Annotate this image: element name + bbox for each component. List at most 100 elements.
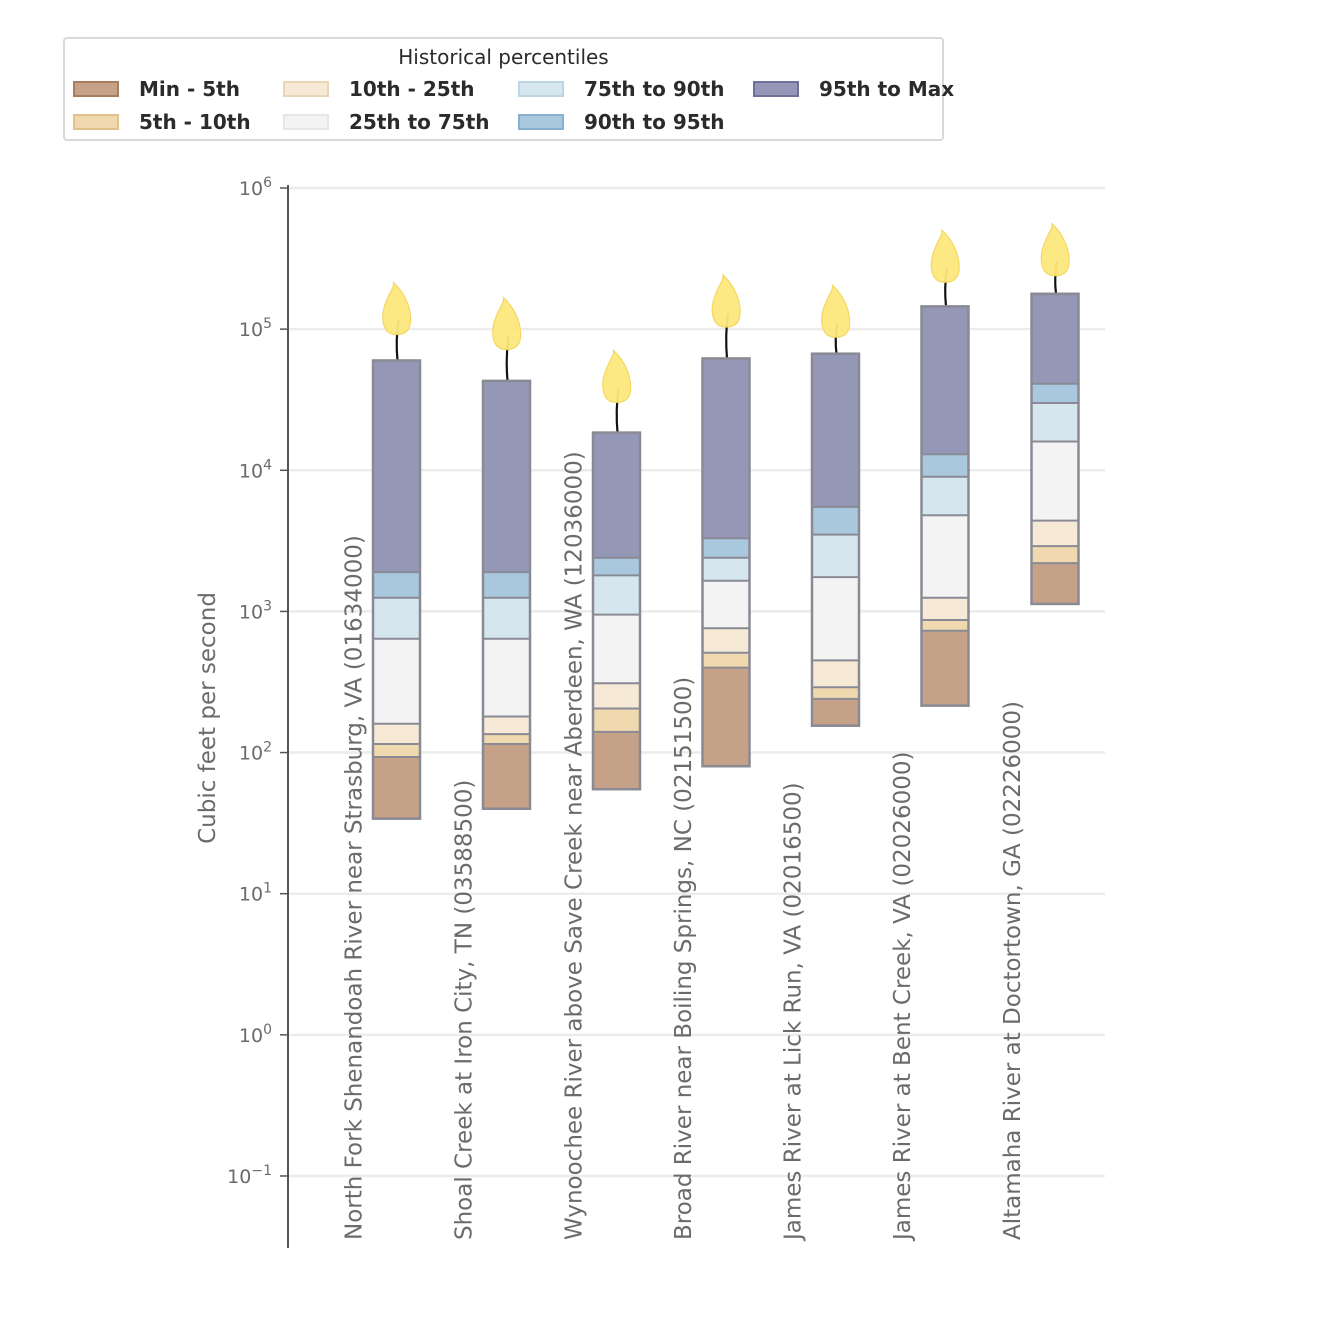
candle-band xyxy=(1031,383,1079,403)
site-label: Wynoochee River above Save Creek near Ab… xyxy=(562,451,588,1240)
site-label: James River at Lick Run, VA (02016500) xyxy=(781,782,807,1242)
site-label: Broad River near Boiling Springs, NC (02… xyxy=(671,677,697,1240)
y-tick-label: 10−1 xyxy=(227,1163,272,1188)
candle-band xyxy=(1031,520,1079,547)
legend-item-min-5th: Min - 5th xyxy=(73,75,240,103)
candle-band xyxy=(1031,293,1079,384)
candle-outline xyxy=(371,359,422,820)
candle-outline xyxy=(481,379,532,810)
candle: James River at Lick Run, VA (02016500) xyxy=(781,283,861,1242)
legend-label: 5th - 10th xyxy=(139,110,251,134)
legend-item-10th-25th: 10th - 25th xyxy=(283,75,475,103)
candle-band xyxy=(593,731,640,790)
candle-band xyxy=(921,630,969,706)
candle-flame xyxy=(930,228,960,283)
candle-band xyxy=(483,572,530,598)
site-label: Shoal Creek at Iron City, TN (03588500) xyxy=(452,780,478,1240)
candle-band xyxy=(812,353,859,507)
candle-band xyxy=(812,506,859,535)
candle-band xyxy=(593,557,640,576)
candle-band xyxy=(483,734,530,744)
legend-label: 90th to 95th xyxy=(584,110,725,134)
gridlines xyxy=(288,186,1105,1178)
candle-band xyxy=(921,619,969,631)
candle-band xyxy=(702,580,750,629)
candle-band xyxy=(702,652,750,668)
candle-band xyxy=(1031,441,1079,521)
candle-band xyxy=(483,743,530,809)
candle-band xyxy=(702,358,750,539)
candle-band xyxy=(593,708,640,732)
candle-band xyxy=(702,667,750,767)
candle-band xyxy=(702,538,750,558)
legend-swatch xyxy=(753,81,799,97)
candles: North Fork Shenandoah River near Strasbu… xyxy=(342,221,1080,1242)
candle-band xyxy=(921,476,969,516)
candle-band xyxy=(812,687,859,699)
site-label: James River at Bent Creek, VA (02026000) xyxy=(890,752,916,1242)
legend-swatch xyxy=(283,81,329,97)
candle: Broad River near Boiling Springs, NC (02… xyxy=(671,273,751,1240)
candle-outline xyxy=(1030,292,1080,606)
legend-item-75th-90th: 75th to 90th xyxy=(518,75,725,103)
candle-band xyxy=(812,577,859,661)
candle: James River at Bent Creek, VA (02026000) xyxy=(890,228,970,1242)
candle: North Fork Shenandoah River near Strasbu… xyxy=(342,280,422,1240)
legend-swatch xyxy=(518,81,564,97)
candle-flame xyxy=(1040,221,1070,277)
y-tick-label: 102 xyxy=(239,740,272,765)
candle-band xyxy=(812,698,859,726)
candle: Wynoochee River above Save Creek near Ab… xyxy=(562,348,642,1240)
legend-label: 25th to 75th xyxy=(349,110,490,134)
legend-item-95th-max: 95th to Max xyxy=(753,75,954,103)
candle-band xyxy=(373,723,420,744)
y-tick-label: 100 xyxy=(239,1022,272,1047)
candle-band xyxy=(1031,402,1079,442)
candle-flame xyxy=(821,283,851,338)
candle-outline xyxy=(701,357,751,768)
candle-band xyxy=(921,306,969,455)
candle-band xyxy=(921,515,969,598)
legend-label: 95th to Max xyxy=(819,77,955,101)
legend-label: 75th to 90th xyxy=(584,77,725,101)
y-axis-title: Cubic feet per second xyxy=(195,592,221,844)
candle-flame xyxy=(382,280,412,336)
legend-swatch xyxy=(518,114,564,130)
candle-band xyxy=(483,716,530,735)
candle-band xyxy=(483,597,530,639)
legend-label: 10th - 25th xyxy=(349,77,475,101)
candle-band xyxy=(1031,546,1079,564)
candle-band xyxy=(483,638,530,717)
candle-band xyxy=(702,557,750,581)
candle-band xyxy=(1031,563,1079,604)
candle: Altamaha River at Doctortown, GA (022260… xyxy=(1000,221,1080,1240)
legend-title: Historical percentiles xyxy=(398,45,609,69)
candle-band xyxy=(702,628,750,653)
candle-band xyxy=(373,597,420,639)
candle-band xyxy=(593,575,640,615)
y-tick-label: 104 xyxy=(239,457,272,482)
candle-band xyxy=(373,743,420,758)
legend-swatch xyxy=(73,81,119,97)
y-tick-label: 103 xyxy=(239,598,272,623)
y-axis: 10−1 100 101 102 103 104 105 106 xyxy=(227,175,289,1248)
candle-band xyxy=(593,614,640,684)
candle-band xyxy=(921,597,969,620)
candle-band xyxy=(373,757,420,819)
site-label: North Fork Shenandoah River near Strasbu… xyxy=(342,535,368,1240)
y-tick-label: 105 xyxy=(239,316,272,341)
candle-band xyxy=(373,360,420,573)
candle-band xyxy=(812,534,859,578)
y-tick-label: 106 xyxy=(239,175,272,200)
candle-flame xyxy=(602,348,632,404)
candle-flame xyxy=(711,273,741,328)
legend-swatch xyxy=(283,114,329,130)
candle-band xyxy=(921,454,969,477)
candle-outline xyxy=(920,305,970,707)
candle-outline xyxy=(591,431,642,791)
site-label: Altamaha River at Doctortown, GA (022260… xyxy=(1000,701,1026,1240)
candle: Shoal Creek at Iron City, TN (03588500) xyxy=(452,295,532,1240)
legend-item-25th-75th: 25th to 75th xyxy=(283,108,490,136)
candle-band xyxy=(593,432,640,558)
